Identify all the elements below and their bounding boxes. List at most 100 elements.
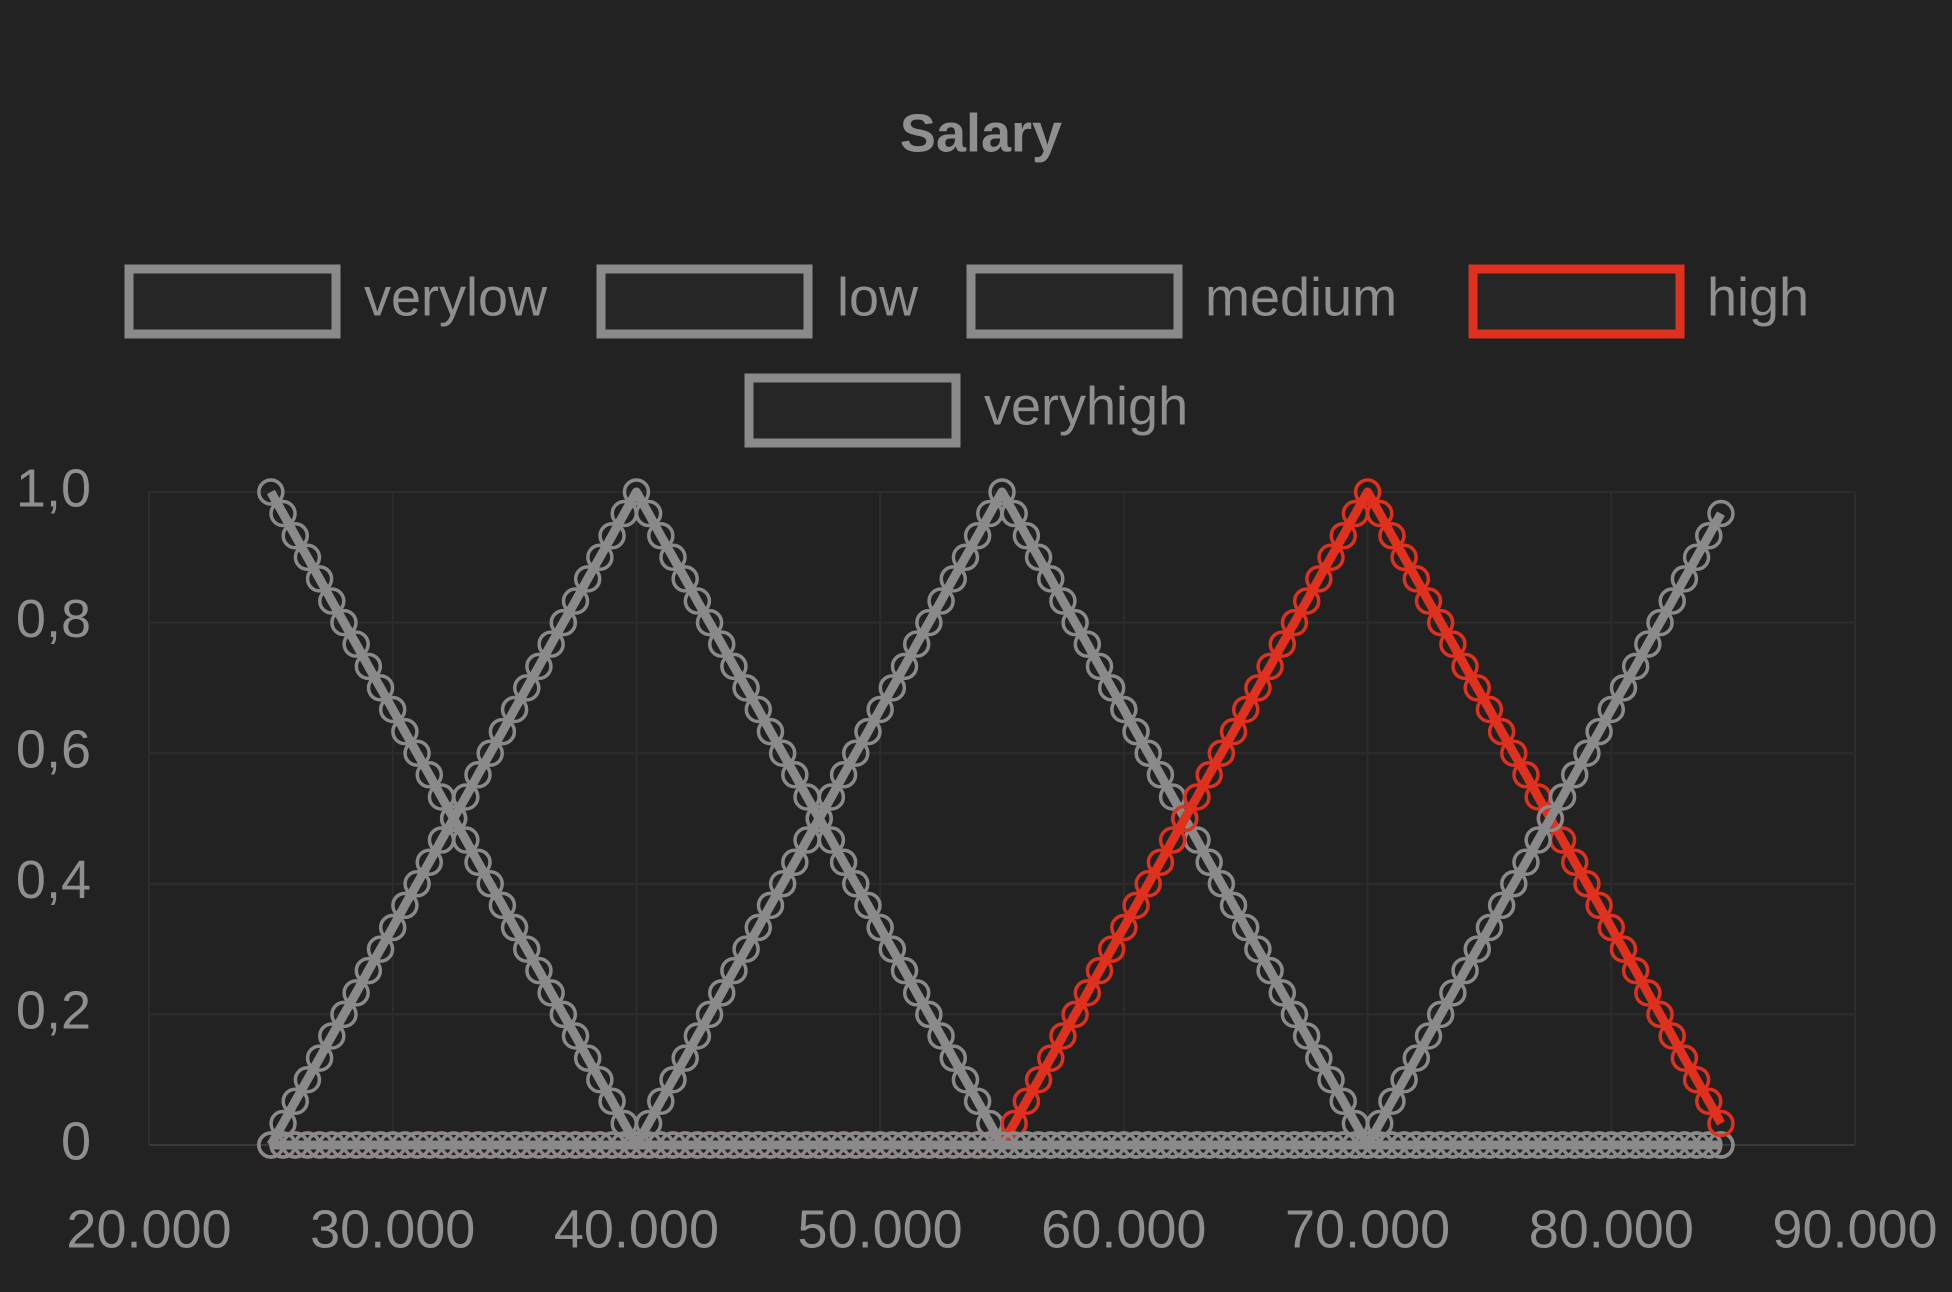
data-point bbox=[1597, 695, 1626, 724]
data-point bbox=[391, 891, 419, 920]
data-point bbox=[1487, 717, 1516, 746]
data-point bbox=[269, 499, 297, 528]
series-line bbox=[270, 511, 1725, 1150]
data-point bbox=[1097, 935, 1126, 963]
y-tick-label: 0,4 bbox=[16, 850, 91, 910]
data-point bbox=[1646, 1000, 1674, 1029]
data-point bbox=[707, 630, 736, 658]
data-point bbox=[1426, 608, 1455, 637]
data-point bbox=[1500, 739, 1528, 767]
data-point bbox=[1207, 739, 1236, 767]
data-point bbox=[1268, 979, 1297, 1007]
x-tick-label: 40.000 bbox=[554, 1199, 719, 1259]
legend-label: verylow bbox=[364, 267, 548, 327]
data-point bbox=[1231, 913, 1260, 942]
data-point bbox=[1658, 1022, 1686, 1050]
data-point bbox=[378, 913, 407, 942]
data-point bbox=[1073, 979, 1102, 1007]
data-point bbox=[415, 760, 444, 789]
data-point bbox=[1439, 979, 1467, 1007]
data-point bbox=[1634, 979, 1662, 1007]
data-point bbox=[1036, 1044, 1065, 1072]
data-point bbox=[756, 717, 785, 746]
data-point bbox=[695, 1000, 724, 1029]
data-point bbox=[951, 543, 980, 572]
data-point bbox=[781, 848, 809, 877]
data-point bbox=[513, 674, 541, 702]
data-point bbox=[1682, 543, 1711, 572]
data-point bbox=[391, 717, 419, 746]
data-point bbox=[1146, 760, 1175, 789]
data-point bbox=[598, 522, 626, 550]
data-point bbox=[464, 760, 492, 789]
data-point bbox=[293, 543, 322, 572]
data-point bbox=[1695, 1087, 1723, 1115]
data-point bbox=[927, 1022, 955, 1050]
data-point bbox=[1621, 652, 1650, 681]
data-point bbox=[342, 630, 370, 658]
data-point bbox=[732, 935, 760, 963]
data-point bbox=[817, 783, 846, 811]
data-point bbox=[269, 1109, 297, 1138]
data-point bbox=[1219, 717, 1248, 746]
data-point bbox=[257, 478, 285, 506]
data-point bbox=[951, 1065, 980, 1094]
data-point bbox=[1573, 870, 1601, 898]
data-point bbox=[1609, 935, 1638, 963]
data-point bbox=[1329, 522, 1357, 550]
data-point bbox=[1353, 478, 1382, 506]
data-point bbox=[1414, 587, 1443, 615]
data-point bbox=[415, 848, 444, 877]
data-point bbox=[586, 1065, 614, 1094]
data-point bbox=[927, 587, 955, 615]
data-point bbox=[342, 979, 370, 1007]
data-point bbox=[720, 652, 748, 681]
data-point bbox=[1390, 543, 1418, 572]
data-point bbox=[1256, 956, 1284, 985]
data-point bbox=[1134, 870, 1162, 898]
x-tick-label: 50.000 bbox=[798, 1199, 963, 1259]
legend-swatch bbox=[966, 264, 1183, 339]
data-point bbox=[854, 891, 882, 920]
data-point bbox=[488, 891, 517, 920]
data-point bbox=[732, 674, 760, 702]
data-point bbox=[561, 587, 590, 615]
data-point bbox=[1682, 1065, 1711, 1094]
data-point bbox=[671, 1044, 699, 1072]
data-point bbox=[1000, 1109, 1028, 1138]
data-point bbox=[1317, 543, 1345, 572]
data-point bbox=[1146, 848, 1175, 877]
x-tick-label: 80.000 bbox=[1529, 1199, 1694, 1259]
legend-swatch bbox=[596, 264, 813, 339]
data-point bbox=[1451, 956, 1479, 985]
data-point bbox=[647, 522, 675, 550]
data-point bbox=[720, 956, 748, 985]
data-point bbox=[659, 1065, 687, 1094]
data-point bbox=[366, 674, 395, 702]
data-point bbox=[1560, 760, 1589, 789]
data-point bbox=[354, 652, 383, 681]
x-tick-label: 60.000 bbox=[1041, 1199, 1206, 1259]
data-point bbox=[939, 1044, 968, 1072]
data-point bbox=[1024, 1065, 1053, 1094]
data-point bbox=[1512, 760, 1540, 789]
data-point bbox=[1195, 848, 1223, 877]
data-point bbox=[963, 522, 992, 550]
data-point bbox=[573, 565, 602, 593]
data-point bbox=[1475, 695, 1504, 724]
data-point bbox=[1061, 608, 1089, 637]
data-point bbox=[452, 783, 480, 811]
data-point bbox=[1171, 804, 1199, 833]
y-tick-label: 1,0 bbox=[16, 458, 91, 518]
data-point bbox=[525, 956, 553, 985]
data-point bbox=[805, 804, 833, 833]
data-point bbox=[707, 979, 736, 1007]
data-point bbox=[1110, 913, 1138, 942]
data-point bbox=[1012, 1087, 1041, 1115]
data-point bbox=[281, 1087, 309, 1115]
data-point bbox=[793, 826, 821, 854]
legend-label: low bbox=[837, 267, 919, 327]
data-point bbox=[1451, 652, 1479, 681]
data-point bbox=[318, 587, 346, 615]
data-point bbox=[427, 826, 456, 854]
